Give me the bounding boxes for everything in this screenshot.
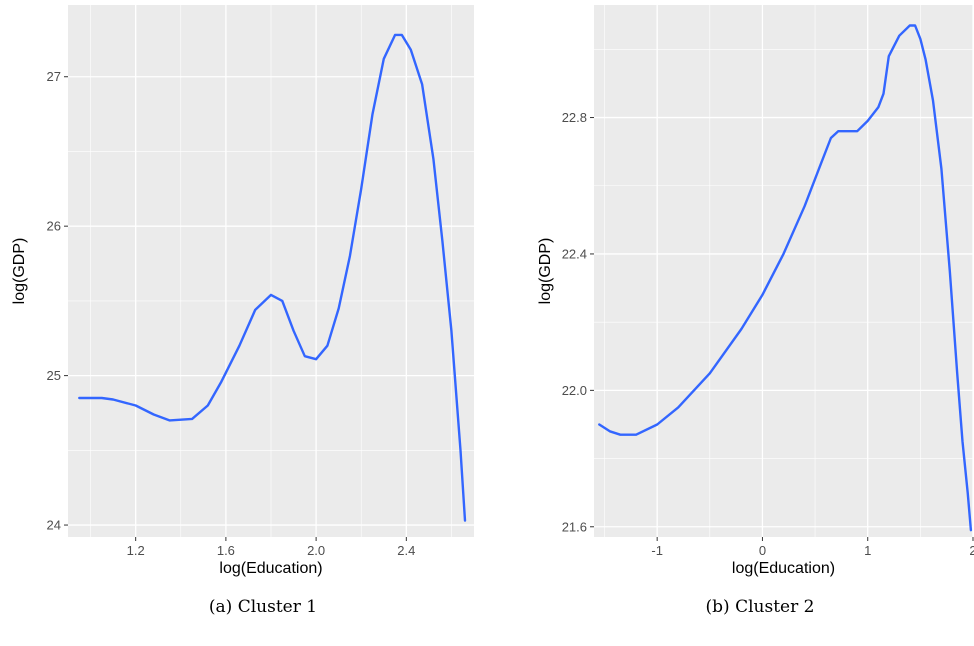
y-tick-label: 24 <box>47 518 61 533</box>
y-tick-label: 27 <box>47 69 61 84</box>
subfigure-caption: (b) Cluster 2 <box>706 597 815 617</box>
y-tick-label: 21.6 <box>562 519 587 534</box>
y-tick-label: 26 <box>47 219 61 234</box>
x-tick-label: 2.0 <box>307 543 325 558</box>
y-tick-label: 22.4 <box>562 246 587 261</box>
x-tick-label: -1 <box>651 543 663 558</box>
x-axis-title: log(Education) <box>219 560 322 577</box>
y-tick-label: 25 <box>47 368 61 383</box>
x-tick-label: 0 <box>759 543 766 558</box>
x-tick-label: 1 <box>864 543 871 558</box>
plot-panel-background <box>594 5 973 537</box>
series-line <box>78 33 467 522</box>
y-tick-label: 22.0 <box>562 383 587 398</box>
chart-cluster-1: 1.2 1.6 2.0 2.4 24 25 26 27 log(Education) log(… <box>11 5 474 617</box>
y-axis-title: log(GDP) <box>11 238 28 305</box>
subfigure-caption: (a) Cluster 1 <box>209 597 317 617</box>
x-tick-label: 1.6 <box>217 543 235 558</box>
x-axis-title: log(Education) <box>732 560 835 577</box>
tick-labels: -1 0 1 2 21.6 22.0 22.4 22.8 <box>562 110 974 558</box>
chart-cluster-2: -1 0 1 2 21.6 22.0 22.4 22.8 log(Education) log… <box>537 5 974 617</box>
x-tick-label: 2 <box>969 543 974 558</box>
x-tick-label: 1.2 <box>127 543 145 558</box>
series-line <box>598 24 973 532</box>
y-tick-label: 22.8 <box>562 110 587 125</box>
tick-labels: 1.2 1.6 2.0 2.4 24 25 26 27 <box>47 69 416 558</box>
x-tick-label: 2.4 <box>397 543 415 558</box>
gridlines <box>68 5 474 537</box>
gridlines <box>594 5 974 537</box>
y-axis-title: log(GDP) <box>537 238 554 305</box>
